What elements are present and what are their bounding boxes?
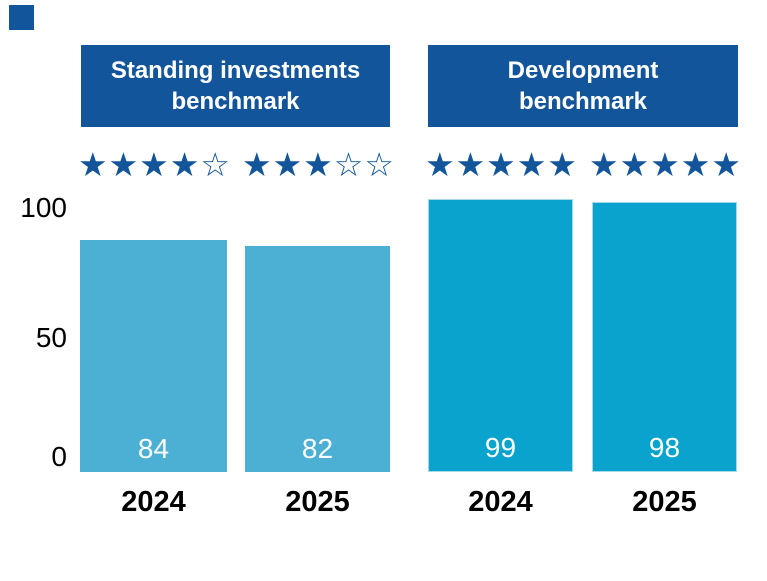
bar-value-label: 84: [137, 433, 170, 464]
group-header-standing-investments: Standing investments benchmark: [81, 45, 390, 127]
star-rating-standing-2025: ★★★☆☆: [242, 146, 395, 183]
star-rating-standing-2024: ★★★★☆: [78, 146, 231, 183]
bar-development-2024: 99: [428, 199, 573, 472]
group-header-line: Standing investments: [110, 57, 361, 84]
y-axis-tick-100: 100: [20, 192, 67, 223]
group-header-line: benchmark: [171, 88, 300, 115]
x-axis-label-standing-2025: 2025: [285, 486, 350, 518]
star-rating-development-2025: ★★★★★: [589, 146, 742, 183]
x-axis-label-development-2025: 2025: [632, 486, 697, 518]
star-rating-development-2024: ★★★★★: [425, 146, 578, 183]
bar-standing-2024: 84: [80, 240, 227, 472]
bar-standing-2025: 82: [245, 246, 390, 472]
group-header-line: benchmark: [518, 88, 648, 115]
y-axis-tick-0: 0: [51, 441, 67, 472]
bar-development-2025: 98: [592, 202, 737, 472]
bar-value-label: 82: [301, 433, 334, 464]
corner-accent-square: [9, 5, 34, 30]
bar-value-label: 98: [648, 432, 681, 463]
x-axis-label-standing-2024: 2024: [121, 486, 186, 518]
bar-value-label: 99: [484, 432, 517, 463]
group-header-line: Development: [507, 57, 659, 84]
group-header-development: Development benchmark: [428, 45, 738, 127]
y-axis-tick-50: 50: [35, 322, 67, 353]
x-axis-label-development-2024: 2024: [468, 486, 533, 518]
